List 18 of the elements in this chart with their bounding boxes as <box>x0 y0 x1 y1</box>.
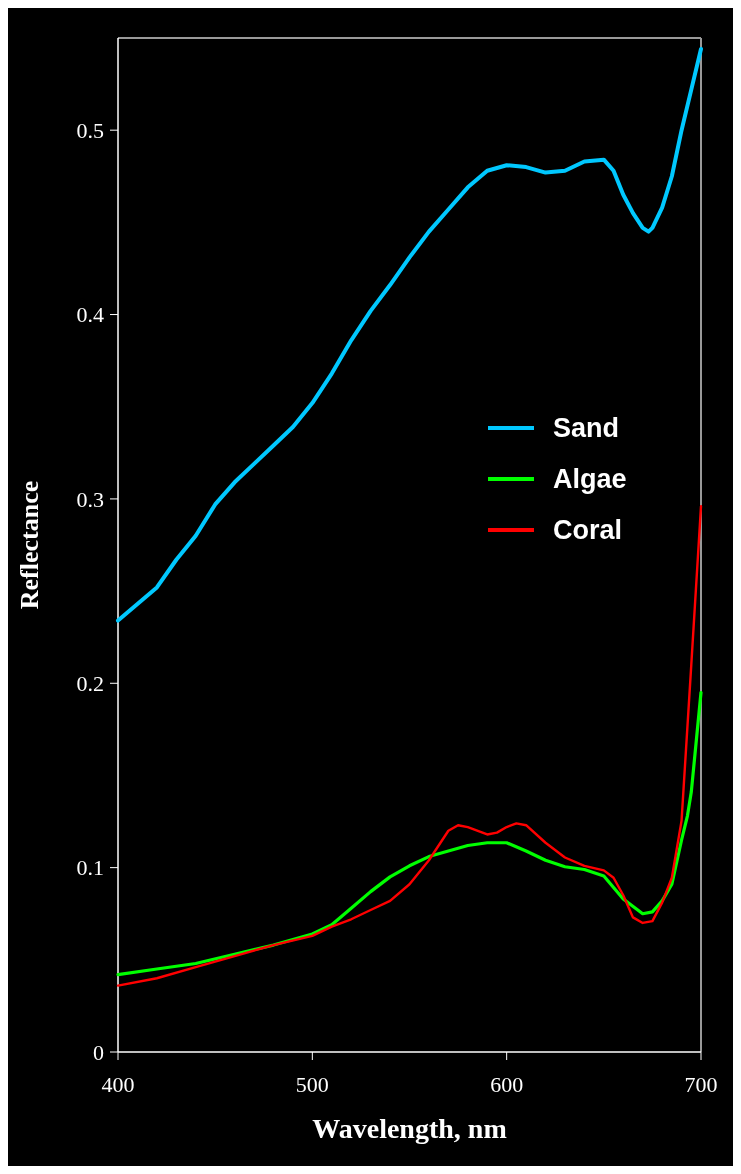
x-tick-label: 500 <box>295 1072 329 1097</box>
legend-label: Algae <box>553 464 627 495</box>
line-series <box>116 505 703 987</box>
y-tick-label: 0.4 <box>76 302 104 328</box>
x-axis-title: Wavelength, nm <box>312 1113 507 1144</box>
x-tick-label: 600 <box>490 1072 524 1097</box>
y-tick-label: 0 <box>93 1039 104 1065</box>
line-series <box>116 47 703 623</box>
x-tick-label: 400 <box>101 1072 135 1097</box>
legend-label: Sand <box>553 413 620 444</box>
y-axis-title: Reflectance <box>15 480 44 610</box>
line-series <box>116 690 703 977</box>
y-tick-label: 0.1 <box>76 855 104 881</box>
y-tick-label: 0.2 <box>76 670 104 696</box>
y-tick-label: 0.5 <box>76 117 104 143</box>
legend-label: Coral <box>553 515 623 546</box>
x-tick-label: 700 <box>684 1072 718 1097</box>
y-tick-label: 0.3 <box>76 486 104 512</box>
